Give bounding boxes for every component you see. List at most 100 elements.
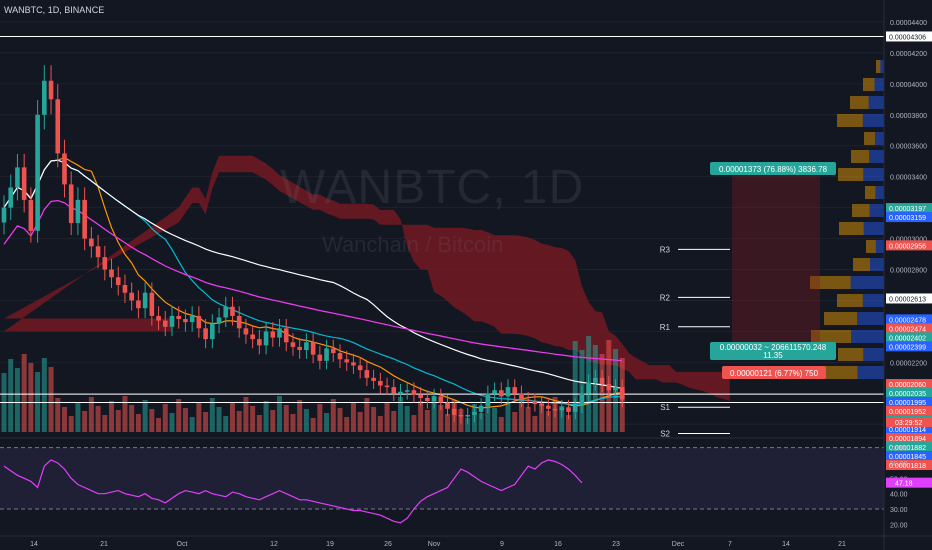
- measure-down-label: 0.00000121 (6.77%) 750: [730, 369, 819, 378]
- volume-bar: [203, 412, 209, 432]
- price-label-bg: [886, 240, 932, 251]
- volume-bar: [95, 406, 101, 432]
- candle-body: [75, 199, 81, 224]
- volume-profile-bar: [869, 150, 884, 163]
- price-label-bg: [886, 212, 932, 223]
- volume-profile-bar: [869, 204, 884, 217]
- volume-profile-bar: [862, 294, 884, 307]
- volume-profile-bar: [875, 240, 884, 253]
- volume-bar: [485, 399, 491, 432]
- candle-body: [196, 315, 202, 329]
- volume-profile-bar: [851, 330, 884, 343]
- volume-profile-bar: [866, 240, 876, 253]
- candle-body: [243, 328, 249, 335]
- pivot-label: R1: [660, 323, 671, 332]
- price-label: 0.00002474: [889, 326, 926, 333]
- price-tick: 0.00003400: [890, 175, 927, 182]
- volume-profile-bar: [876, 60, 881, 73]
- candle-body: [304, 342, 309, 350]
- candle-body: [458, 414, 464, 417]
- price-label: 0.00002035: [889, 391, 926, 398]
- volume-bar: [324, 413, 330, 432]
- volume-bar: [505, 403, 511, 432]
- time-tick: 16: [554, 541, 562, 548]
- candle-body: [593, 377, 598, 383]
- watermark-name: Wanchain / Bitcoin: [322, 232, 504, 257]
- price-label-bg: [886, 31, 932, 42]
- price-tick: 0.00002200: [890, 360, 927, 367]
- candles: [1, 65, 625, 424]
- volume-bar: [431, 396, 437, 432]
- candle-body: [519, 393, 524, 400]
- volume-bar: [438, 405, 444, 432]
- price-tick: 0.00003800: [890, 113, 927, 120]
- price-label-bg: [886, 397, 932, 408]
- candle-body: [216, 317, 222, 324]
- time-axis[interactable]: 14 21 Oct 12 19 26 Nov 9 16 23 Dec 7 14 21: [0, 535, 932, 548]
- volume-bar: [572, 341, 578, 432]
- volume-profile-bar: [874, 78, 884, 91]
- candle-body: [290, 342, 296, 347]
- price-label-bg: [886, 293, 932, 304]
- candle-body: [62, 153, 67, 185]
- measure-tool[interactable]: 0.00001373 (76.88%) 3836.78 0.00000032 ~ …: [710, 162, 836, 379]
- volume-profile-bar: [850, 96, 869, 109]
- time-tick: 7: [728, 541, 732, 548]
- ma-line: [3, 159, 623, 389]
- volume-bar: [129, 405, 135, 432]
- volume-bar: [162, 404, 168, 432]
- cloud-area: [4, 155, 730, 402]
- time-tick: Oct: [177, 541, 188, 548]
- volume-bar: [28, 363, 34, 432]
- volume-bar: [290, 414, 296, 432]
- price-label: 0.00002956: [889, 243, 926, 250]
- price-label: 0.00001882: [889, 445, 926, 452]
- candle-body: [371, 377, 376, 381]
- candle-body: [572, 405, 578, 412]
- price-tick: 0.00003600: [890, 144, 927, 151]
- price-label: 0.00001894: [889, 436, 926, 443]
- volume-bar: [263, 401, 269, 432]
- candle-body: [451, 408, 457, 415]
- volume-bar: [156, 418, 162, 432]
- volume-profile-bar: [863, 222, 884, 235]
- candle-body: [438, 396, 444, 403]
- candle-body: [149, 292, 155, 316]
- volume-bar: [337, 408, 343, 432]
- candle-body: [270, 331, 276, 338]
- volume-bar: [532, 416, 538, 432]
- volume-profile-bar: [857, 312, 884, 325]
- volume-bar: [384, 402, 390, 432]
- volume-bar: [82, 411, 88, 432]
- candle-body: [189, 315, 195, 323]
- price-axis[interactable]: 0.00004400 0.00004200 0.00004000 0.00003800…: [883, 0, 932, 550]
- time-tick: 9: [500, 541, 504, 548]
- volume-profile-bar: [857, 366, 884, 379]
- volume-profile: [810, 60, 884, 379]
- time-tick: 12: [270, 541, 278, 548]
- candle-body: [512, 387, 518, 394]
- candle-body: [445, 402, 450, 409]
- volume-bar: [512, 412, 518, 432]
- volume-bar: [176, 399, 182, 432]
- price-label-bg: [886, 433, 932, 444]
- volume-bar: [465, 418, 471, 432]
- candle-body: [492, 390, 497, 394]
- candle-body: [525, 399, 531, 402]
- volume-bar: [61, 407, 67, 432]
- volume-bar: [270, 410, 276, 432]
- volume-bar: [196, 403, 202, 432]
- price-label: 0.00002060: [889, 382, 926, 389]
- price-tick: 0.00004400: [890, 20, 927, 27]
- time-tick: 21: [838, 541, 846, 548]
- volume-bar: [41, 358, 47, 432]
- price-label: 0.00004306: [889, 34, 926, 41]
- price-label: 0.00001952: [889, 409, 926, 416]
- time-tick: 14: [30, 541, 38, 548]
- volume-bar: [88, 397, 94, 432]
- candle-body: [586, 382, 591, 394]
- candle-body: [485, 393, 491, 406]
- time-tick: Nov: [428, 541, 441, 548]
- volume-bar: [310, 418, 316, 432]
